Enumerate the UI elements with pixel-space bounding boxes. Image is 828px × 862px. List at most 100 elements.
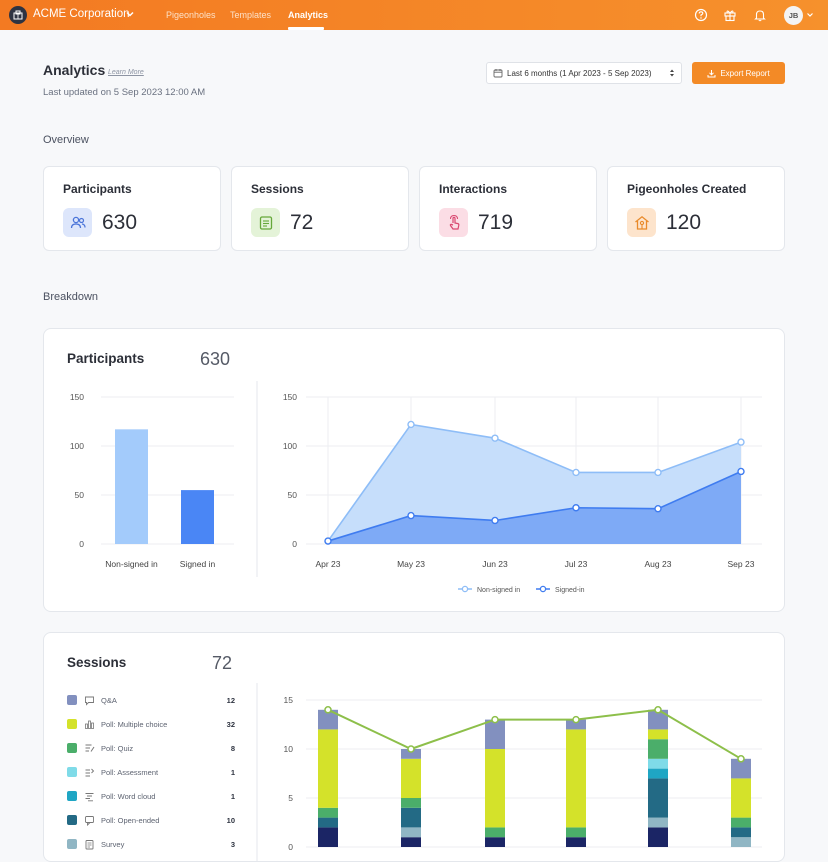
- nav-pigeonholes[interactable]: Pigeonholes: [166, 10, 216, 20]
- stacked-bar-segment: [566, 837, 586, 847]
- legend-swatch: [67, 743, 77, 753]
- y-tick-label: 150: [70, 392, 84, 402]
- org-name[interactable]: ACME Corporation: [33, 8, 130, 20]
- page-title: Analytics: [43, 62, 106, 78]
- legend-swatch: [67, 839, 77, 849]
- card-value: 120: [666, 211, 702, 234]
- x-tick-label: Apr 23: [315, 559, 340, 569]
- total-line: [327, 708, 742, 760]
- stacked-bar-segment: [485, 749, 505, 828]
- stacked-bar-segment: [648, 739, 668, 759]
- stacked-bar-segment: [648, 768, 668, 779]
- stacked-bar-segment: [566, 827, 586, 838]
- learn-more-link[interactable]: Learn More: [108, 69, 144, 76]
- card-title: Sessions: [251, 182, 304, 196]
- stacked-bar-segment: [485, 837, 505, 847]
- stacked-bar-segment: [731, 827, 751, 838]
- sessions-legend-item: Poll: Word cloud 1: [67, 790, 235, 802]
- overview-heading: Overview: [43, 134, 89, 146]
- date-range-value: Last 6 months (1 Apr 2023 - 5 Sep 2023): [507, 69, 652, 78]
- bar-signed-in: [181, 490, 214, 544]
- y-tick-label: 100: [70, 441, 84, 451]
- sessions-panel-title: Sessions: [67, 655, 127, 670]
- stacked-bar-segment: [485, 719, 505, 749]
- legend-swatch: [67, 719, 77, 729]
- bar-chart-icon: [85, 720, 94, 729]
- legend-label: Q&A: [101, 696, 117, 705]
- card-title: Interactions: [439, 182, 508, 196]
- export-report-button[interactable]: Export Report: [692, 62, 785, 84]
- avatar[interactable]: JB: [784, 6, 803, 25]
- gift-icon[interactable]: [723, 8, 737, 22]
- survey-icon: [85, 840, 94, 850]
- legend-count: 10: [226, 816, 235, 825]
- chat-icon: [85, 696, 94, 706]
- house-icon: [627, 208, 656, 237]
- data-point: [491, 434, 499, 442]
- document-icon: [251, 208, 280, 237]
- data-point: [572, 715, 580, 724]
- help-icon[interactable]: [694, 8, 708, 22]
- data-point: [407, 745, 415, 753]
- participants-panel: Participants 630 150 100 50 0 Non-signed in S…: [43, 328, 785, 612]
- data-point: [572, 468, 580, 477]
- card-value: 630: [102, 211, 138, 234]
- stacked-bar-segment: [731, 817, 751, 828]
- sessions-legend-item: Q&A 12: [67, 694, 235, 706]
- bell-icon[interactable]: [753, 8, 767, 22]
- data-point: [491, 715, 499, 724]
- y-tick-label: 0: [79, 539, 84, 549]
- data-point: [737, 438, 745, 446]
- participants-panel-title: Participants: [67, 351, 145, 366]
- nav-analytics[interactable]: Analytics: [288, 10, 329, 20]
- download-icon: [707, 69, 716, 77]
- legend-count: 1: [230, 792, 235, 801]
- y-tick-label: 150: [283, 392, 297, 402]
- stacked-bar-segment: [401, 807, 421, 828]
- stacked-bar-segment: [566, 719, 586, 730]
- x-tick-label: Jul 23: [565, 559, 588, 569]
- open-ended-icon: [85, 816, 94, 826]
- sessions-legend-item: Poll: Quiz 8: [67, 742, 235, 754]
- y-tick-label: 5: [288, 793, 293, 803]
- date-range-select[interactable]: Last 6 months (1 Apr 2023 - 5 Sep 2023): [486, 62, 682, 84]
- nav-templates[interactable]: Templates: [230, 10, 272, 20]
- legend-label: Poll: Open-ended: [101, 816, 160, 825]
- x-tick-label: Non-signed in: [105, 559, 158, 569]
- org-logo-icon[interactable]: [9, 6, 27, 24]
- avatar-chevron-down-icon[interactable]: [806, 11, 814, 19]
- data-point: [737, 467, 745, 476]
- stacked-bar-segment: [318, 807, 338, 818]
- stacked-bar-segment: [318, 827, 338, 847]
- overview-card-pigeonholes-created: Pigeonholes Created 120: [607, 166, 785, 251]
- stacked-bar-segment: [401, 827, 421, 838]
- nav-active-indicator: [288, 27, 324, 30]
- stacked-bar-segment: [401, 837, 421, 847]
- top-bar: ACME Corporation Pigeonholes Templates A…: [0, 0, 828, 30]
- chevron-down-icon[interactable]: [125, 9, 135, 19]
- legend-label: Poll: Word cloud: [101, 792, 156, 801]
- sessions-legend-item: Poll: Assessment 1: [67, 766, 235, 778]
- stacked-bar-segment: [731, 837, 751, 847]
- overview-card-sessions: Sessions 72: [231, 166, 409, 251]
- legend-swatch: [67, 695, 77, 705]
- x-tick-label: Jun 23: [482, 559, 508, 569]
- participants-charts: 150 100 50 0 Non-signed in Signed in 150 100 50 0…: [70, 381, 762, 594]
- data-point: [324, 706, 332, 714]
- stacked-bar-segment: [318, 817, 338, 828]
- legend-count: 8: [230, 744, 235, 753]
- x-tick-label: May 23: [397, 559, 425, 569]
- legend-swatch: [67, 767, 77, 777]
- legend-label: Poll: Assessment: [101, 768, 159, 777]
- stacked-bar-segment: [648, 827, 668, 847]
- card-title: Pigeonholes Created: [627, 182, 747, 196]
- stacked-bar-segment: [648, 709, 668, 730]
- stacked-bar-segment: [401, 798, 421, 808]
- data-point: [407, 511, 415, 520]
- legend-label: Survey: [101, 840, 125, 849]
- participants-panel-total: 630: [200, 349, 231, 369]
- x-tick-label: Signed in: [180, 559, 216, 569]
- people-icon: [63, 208, 92, 237]
- stacked-bar-segment: [485, 827, 505, 838]
- stacked-bar-segment: [648, 778, 668, 818]
